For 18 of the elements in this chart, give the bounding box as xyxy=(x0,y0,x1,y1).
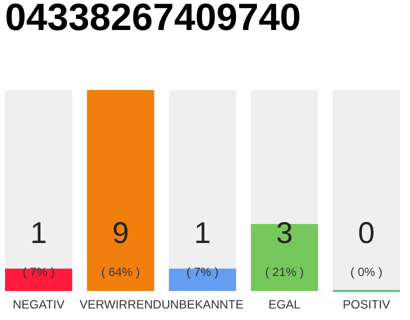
data-label: 1 xyxy=(194,217,211,250)
annotation: ( 7% ) xyxy=(22,265,55,279)
x-tick-label: UNBEKANNTE xyxy=(161,298,244,312)
x-tick-label: POSITIV xyxy=(342,298,390,312)
data-label: 9 xyxy=(112,217,129,250)
annotation: ( 0% ) xyxy=(350,265,382,279)
x-tick-label: VERWIRREND xyxy=(80,298,162,312)
annotation: ( 21% ) xyxy=(265,265,304,279)
annotation: ( 64% ) xyxy=(101,265,140,279)
annotation: ( 7% ) xyxy=(186,265,219,279)
bar xyxy=(5,268,72,291)
data-label: 3 xyxy=(276,217,293,250)
chart-title: 04338267409740 xyxy=(5,0,301,39)
x-tick-label: NEGATIV xyxy=(12,298,64,312)
data-label: 0 xyxy=(358,217,375,250)
data-label: 1 xyxy=(30,217,47,250)
x-tick-label: EGAL xyxy=(268,298,301,312)
bar xyxy=(168,268,236,291)
